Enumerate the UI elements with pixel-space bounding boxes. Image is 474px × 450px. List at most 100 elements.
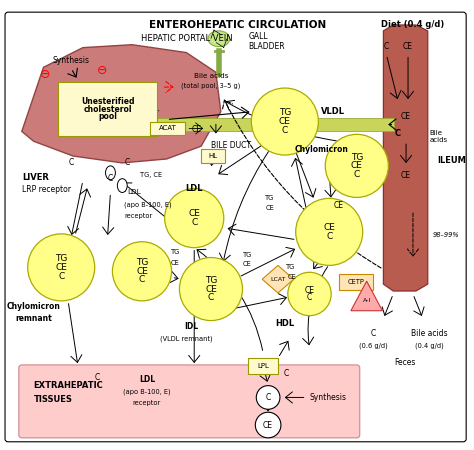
Text: TG: TG: [205, 276, 217, 285]
Text: Chylomicron: Chylomicron: [295, 144, 348, 153]
Text: C: C: [371, 329, 376, 338]
Text: Synthesis: Synthesis: [310, 393, 346, 402]
Text: TG: TG: [55, 254, 67, 263]
Text: CE: CE: [191, 125, 201, 134]
Text: C: C: [139, 275, 145, 284]
FancyBboxPatch shape: [150, 117, 394, 131]
FancyBboxPatch shape: [5, 12, 466, 442]
Text: TG: TG: [136, 258, 148, 267]
Text: ENTEROHEPATIC CIRCULATION: ENTEROHEPATIC CIRCULATION: [149, 20, 326, 30]
Polygon shape: [262, 266, 294, 293]
Text: VLDL: VLDL: [321, 107, 346, 116]
Text: C: C: [125, 158, 130, 167]
Text: 98–99%: 98–99%: [433, 232, 459, 238]
Text: receptor: receptor: [124, 213, 153, 219]
Circle shape: [164, 189, 224, 248]
Circle shape: [251, 88, 319, 155]
FancyBboxPatch shape: [201, 149, 225, 163]
Ellipse shape: [118, 179, 127, 193]
Text: CE: CE: [401, 112, 411, 121]
Text: (0.4 g/d): (0.4 g/d): [415, 343, 444, 350]
Text: C: C: [282, 126, 288, 135]
Circle shape: [27, 234, 95, 301]
Polygon shape: [383, 25, 428, 291]
Text: CE: CE: [171, 261, 180, 266]
Ellipse shape: [208, 31, 230, 47]
Text: (apo B-100, E): (apo B-100, E): [123, 388, 171, 395]
Text: C: C: [283, 369, 289, 378]
Text: IDL: IDL: [184, 322, 198, 331]
Circle shape: [180, 257, 243, 320]
FancyBboxPatch shape: [19, 365, 360, 438]
Text: HL: HL: [209, 153, 218, 159]
Text: EXTRAHEPATIC: EXTRAHEPATIC: [34, 381, 103, 390]
Text: C: C: [58, 271, 64, 280]
Text: LCAT: LCAT: [270, 277, 286, 282]
Text: C: C: [265, 393, 271, 402]
Circle shape: [325, 135, 388, 198]
Text: TG: TG: [243, 252, 252, 257]
Text: LDL: LDL: [185, 184, 203, 193]
Polygon shape: [351, 281, 383, 311]
Text: LDL: LDL: [127, 189, 141, 195]
Circle shape: [112, 242, 172, 301]
Text: CE: CE: [266, 205, 274, 211]
Text: ⊖: ⊖: [97, 64, 108, 77]
Text: C: C: [108, 174, 113, 183]
Text: LRP receptor: LRP receptor: [22, 184, 71, 194]
Text: CE: CE: [304, 286, 315, 295]
Text: HDL: HDL: [275, 319, 294, 328]
Text: A-I: A-I: [363, 298, 371, 303]
Text: ⊖: ⊖: [40, 68, 51, 81]
Text: C: C: [208, 293, 214, 302]
Text: ILEUM: ILEUM: [438, 157, 466, 166]
Text: remnant: remnant: [15, 314, 52, 323]
Text: CE: CE: [55, 263, 67, 272]
Text: (total pool, 3–5 g): (total pool, 3–5 g): [181, 83, 241, 89]
Text: C: C: [326, 232, 332, 241]
Polygon shape: [22, 45, 221, 163]
Text: Bile acids: Bile acids: [194, 73, 228, 79]
Text: ACAT: ACAT: [159, 126, 176, 131]
Text: C: C: [395, 129, 401, 138]
Text: pool: pool: [98, 112, 117, 121]
Text: C: C: [95, 373, 100, 382]
Text: Synthesis: Synthesis: [53, 56, 90, 65]
Text: CETP: CETP: [347, 279, 364, 285]
Text: receptor: receptor: [133, 400, 161, 406]
Text: TG: TG: [351, 153, 363, 162]
Text: CE: CE: [279, 117, 291, 126]
Text: CE: CE: [188, 209, 200, 218]
FancyBboxPatch shape: [58, 82, 157, 136]
Text: CE: CE: [351, 162, 363, 171]
Text: C: C: [384, 42, 389, 51]
Text: BILE DUCT: BILE DUCT: [210, 141, 251, 150]
Text: Bile
acids: Bile acids: [430, 130, 448, 143]
Text: TISSUES: TISSUES: [34, 395, 73, 404]
Circle shape: [256, 386, 280, 409]
Text: Chylomicron: Chylomicron: [7, 302, 61, 311]
Text: LIVER: LIVER: [22, 173, 49, 182]
Text: TG: TG: [285, 264, 295, 270]
Text: CE: CE: [243, 261, 252, 267]
Text: C: C: [68, 158, 73, 167]
Text: C: C: [307, 293, 312, 302]
Text: TG: TG: [279, 108, 291, 117]
Text: Diet (0.4 g/d): Diet (0.4 g/d): [382, 20, 445, 29]
Text: CE: CE: [136, 267, 148, 276]
Text: (apo B-100, E): (apo B-100, E): [124, 201, 172, 207]
Ellipse shape: [106, 166, 115, 180]
Text: CE: CE: [263, 421, 273, 430]
Text: TG: TG: [265, 195, 275, 202]
Text: (VLDL remnant): (VLDL remnant): [160, 335, 213, 342]
Text: LDL: LDL: [139, 375, 155, 384]
Text: CE: CE: [403, 42, 413, 51]
Circle shape: [288, 272, 331, 315]
Text: cholesterol: cholesterol: [83, 105, 132, 114]
FancyBboxPatch shape: [150, 122, 185, 135]
FancyBboxPatch shape: [339, 274, 373, 290]
Text: CE: CE: [334, 201, 344, 210]
Text: Bile acids: Bile acids: [411, 329, 448, 338]
Text: LPL: LPL: [257, 363, 269, 369]
Circle shape: [296, 198, 363, 266]
